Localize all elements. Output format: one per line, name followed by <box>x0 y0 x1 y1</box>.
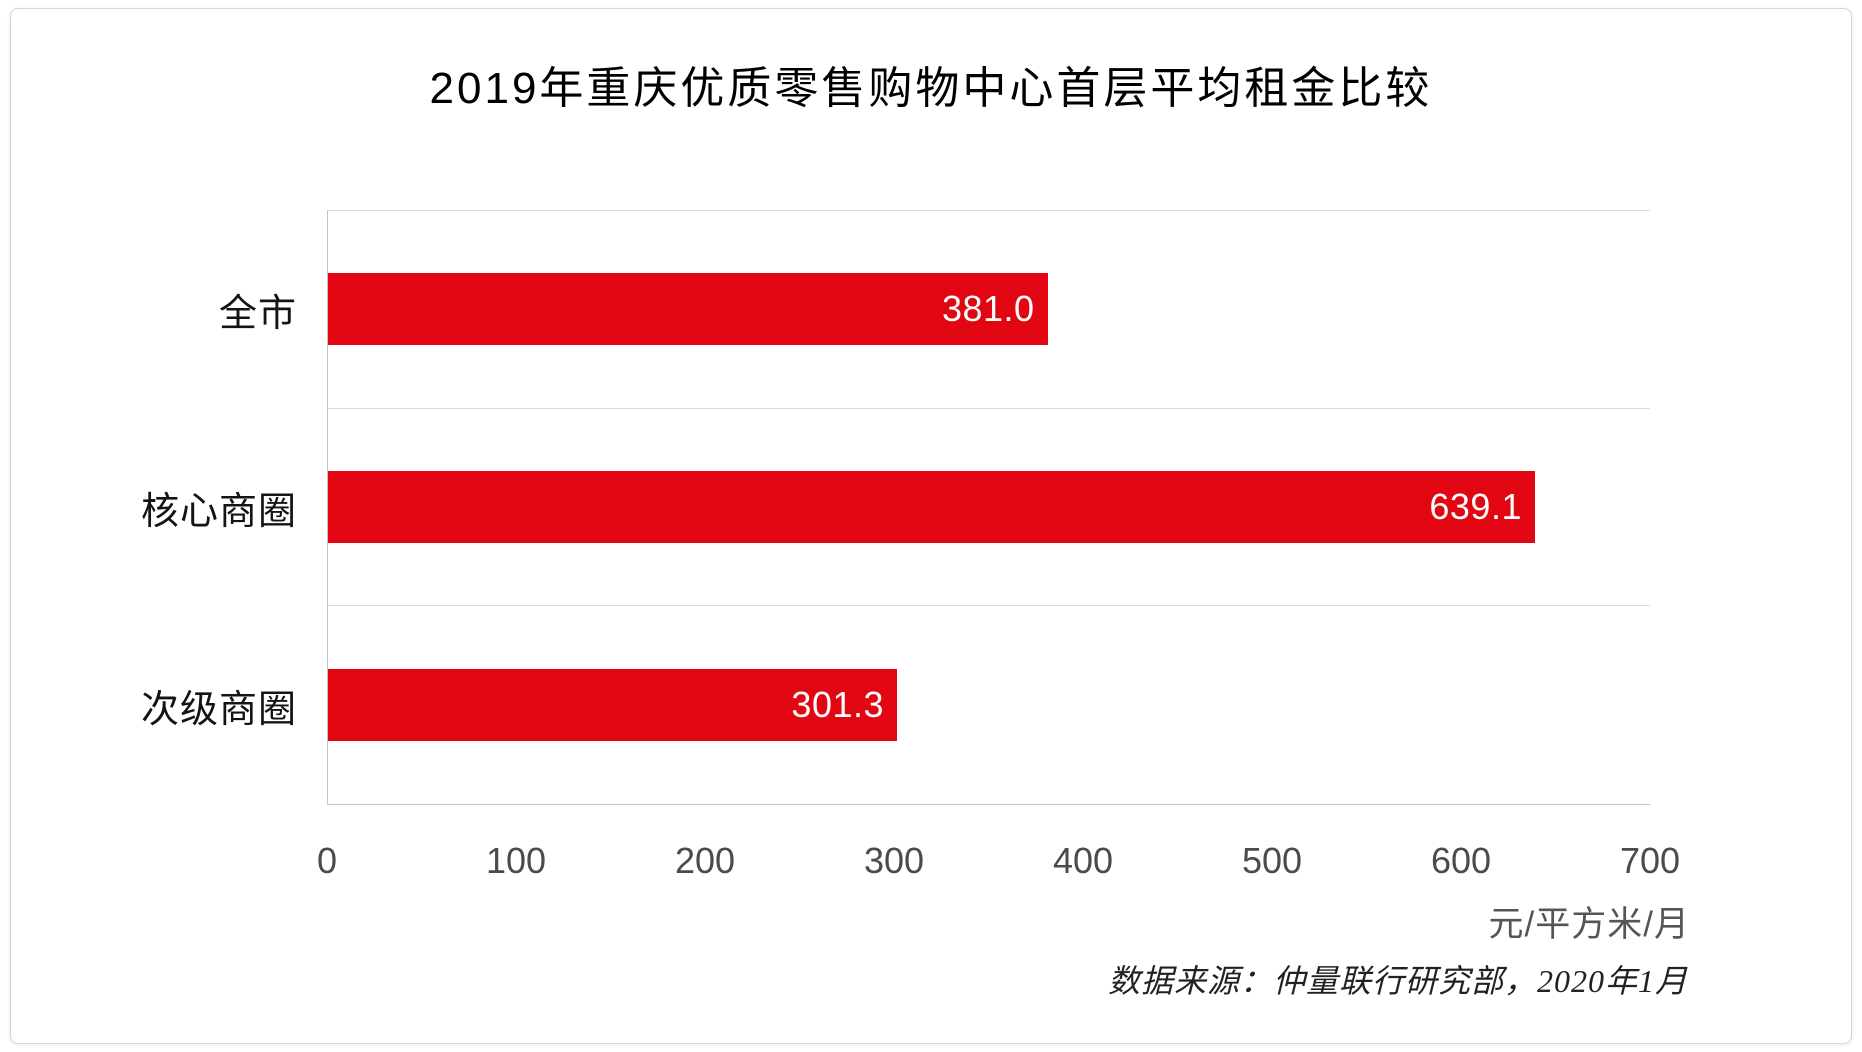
plot-area: 381.0 639.1 301.3 <box>327 210 1650 805</box>
category-label-core-district: 核心商圈 <box>140 490 297 533</box>
x-axis-unit-label: 元/平方米/月 <box>1488 905 1690 944</box>
x-tick: 100 <box>485 840 547 881</box>
category-band: 381.0 <box>328 211 1650 409</box>
category-label-secondary-district: 次级商圈 <box>140 689 297 732</box>
x-axis-tick-labels: 0 100 200 300 400 500 600 700 <box>317 840 1680 888</box>
x-tick: 400 <box>1052 840 1114 881</box>
category-label-citywide: 全市 <box>218 292 297 335</box>
category-band: 301.3 <box>328 606 1650 804</box>
x-tick: 200 <box>674 840 736 881</box>
x-tick: 300 <box>863 840 925 881</box>
bar-value-label: 301.3 <box>791 684 885 726</box>
bar-citywide: 381.0 <box>328 273 1048 346</box>
bar-core-district: 639.1 <box>328 470 1535 543</box>
bar-value-label: 639.1 <box>1429 485 1522 527</box>
x-tick: 700 <box>1619 840 1681 881</box>
x-tick: 0 <box>316 840 338 881</box>
bar-secondary-district: 301.3 <box>328 669 898 742</box>
source-note: 数据来源：仲量联行研究部，2020年1月 <box>1107 963 1688 999</box>
bar-value-label: 381.0 <box>941 288 1035 330</box>
y-axis-category-labels: 全市 核心商圈 次级商圈 <box>40 210 297 805</box>
category-band: 639.1 <box>328 409 1650 607</box>
x-tick: 500 <box>1241 840 1303 881</box>
chart-title: 2019年重庆优质零售购物中心首层平均租金比较 <box>429 64 1433 113</box>
x-tick: 600 <box>1430 840 1492 881</box>
